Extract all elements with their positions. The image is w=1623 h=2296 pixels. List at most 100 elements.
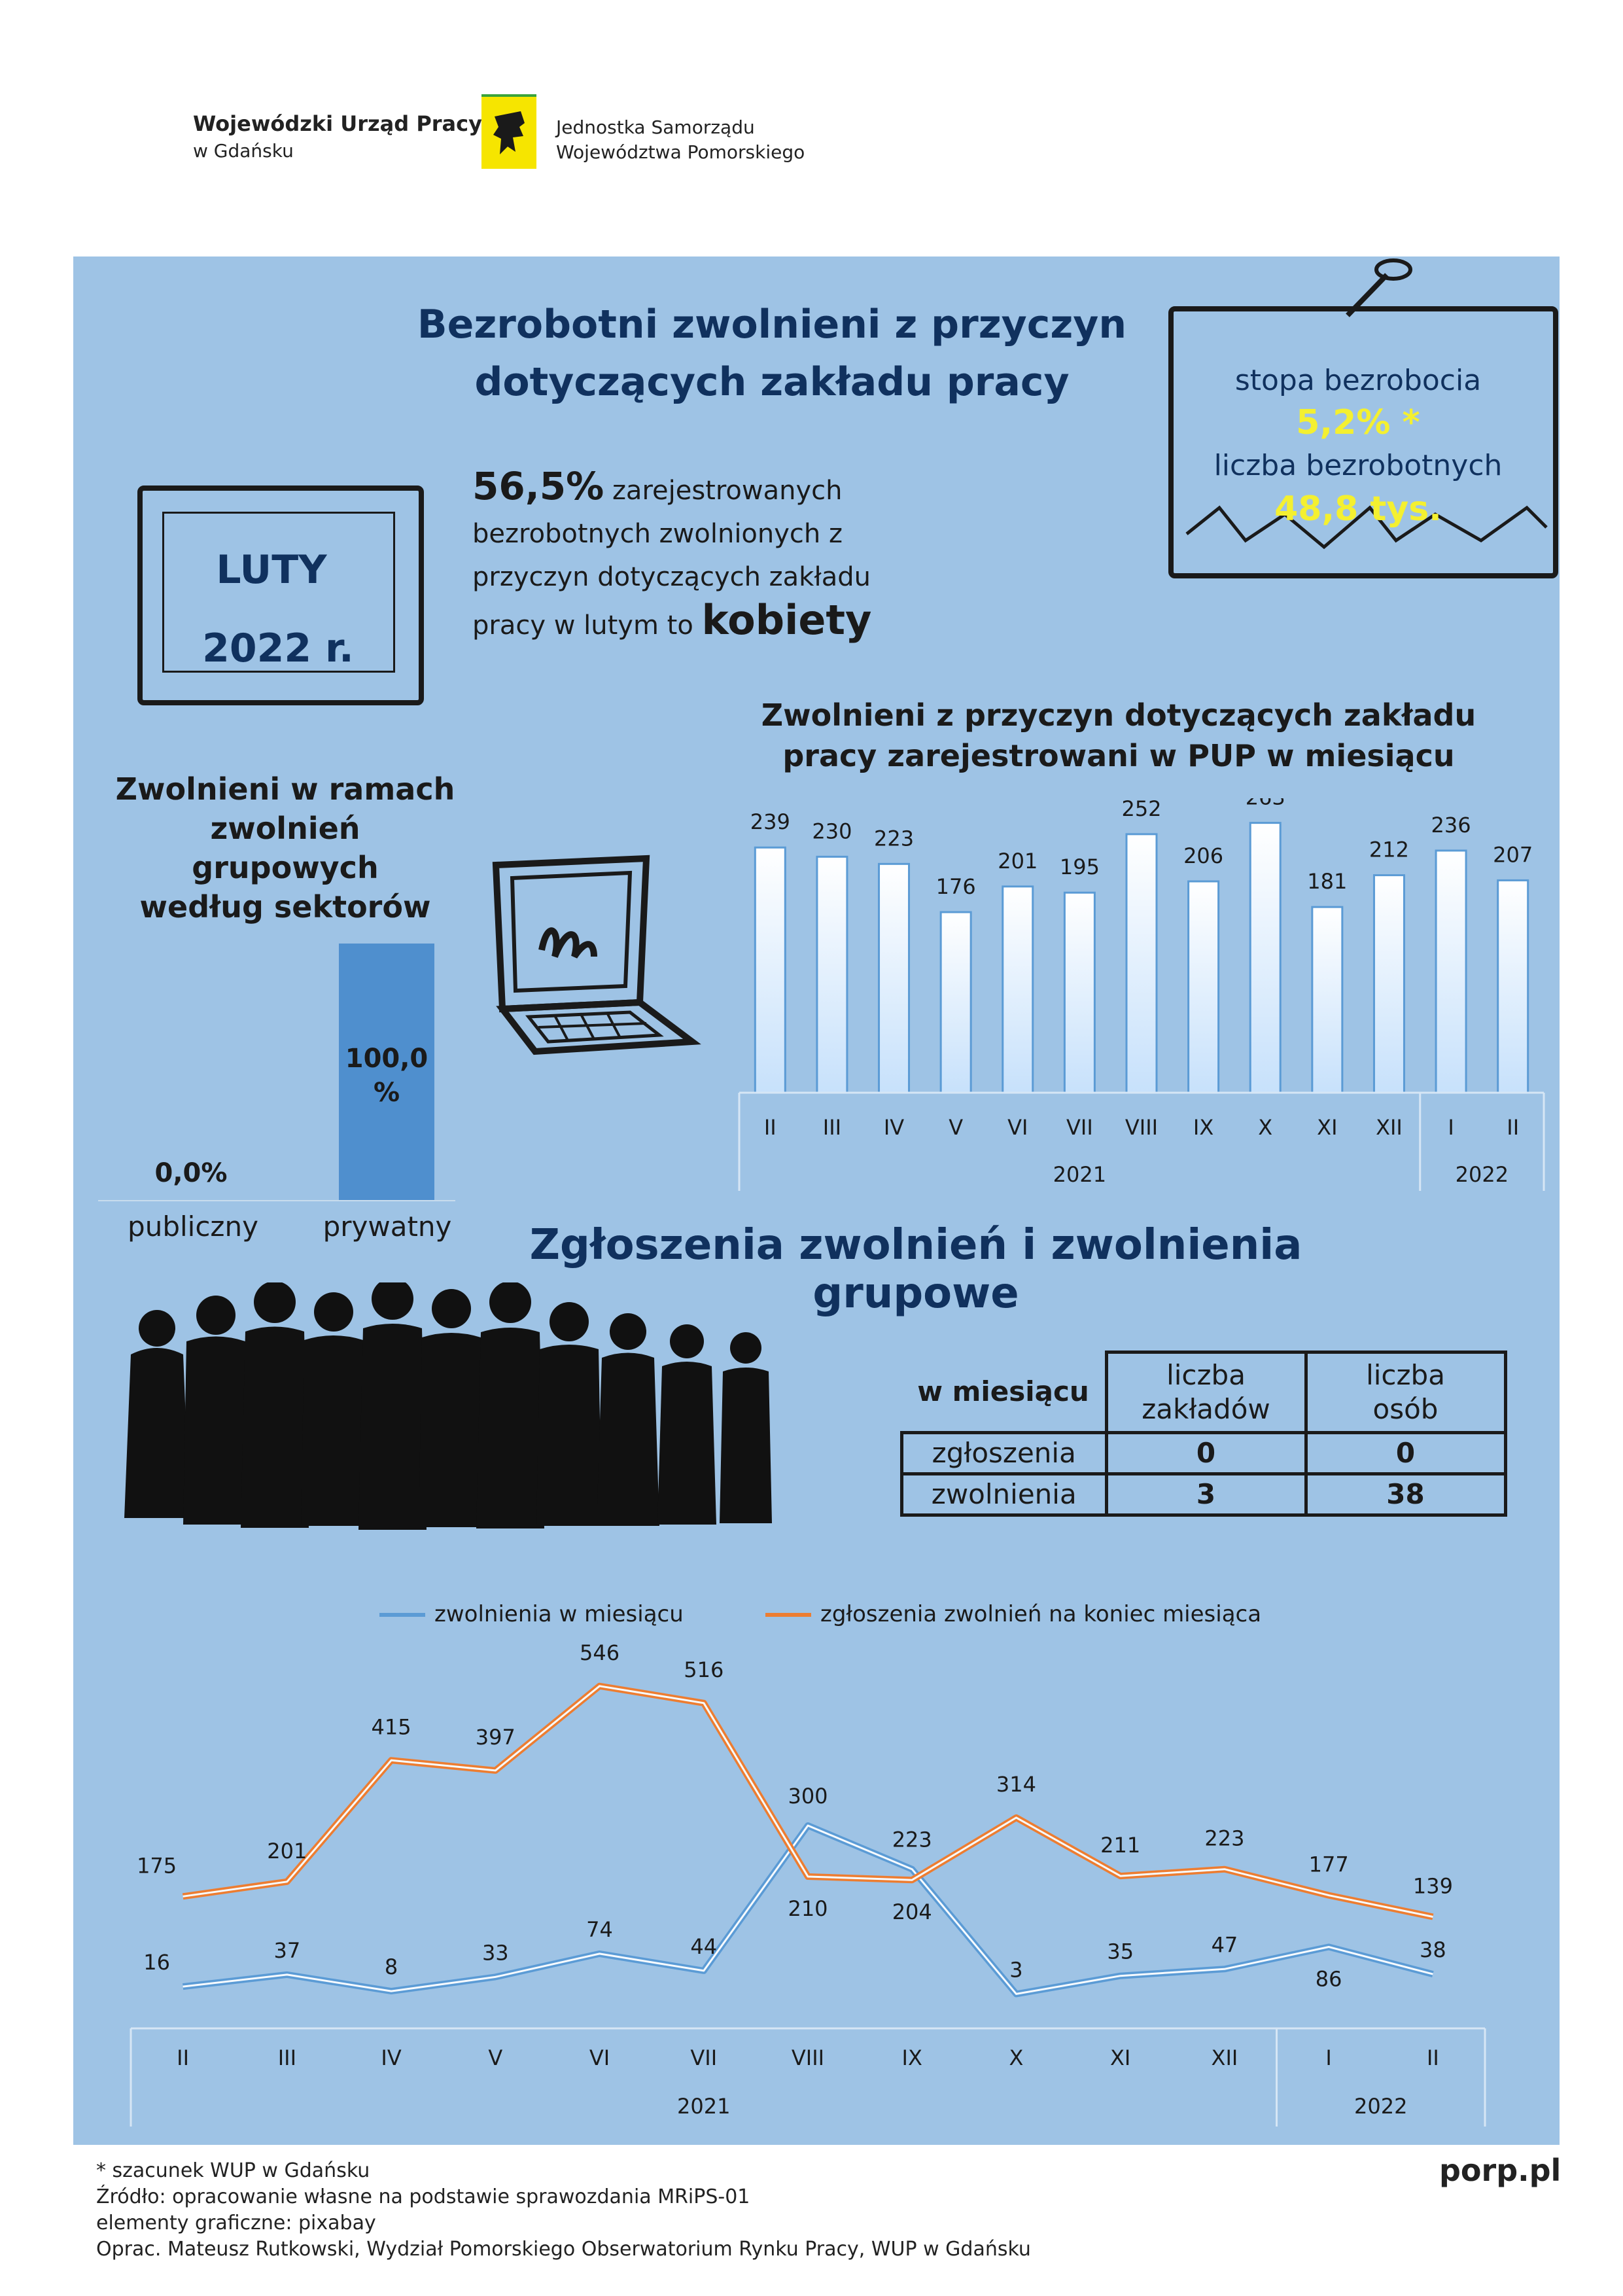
stat-highlight: kobiety: [701, 596, 872, 644]
line-point-value-label: 300: [788, 1784, 828, 1809]
section-title-group-layoffs: Zgłoszenia zwolnień i zwolnienia grupowe: [529, 1221, 1302, 1318]
table-corner: w miesiącu: [917, 1375, 1089, 1407]
legend-label: zwolnienia w miesiącu: [434, 1601, 684, 1627]
line-point-value-label: 397: [476, 1725, 515, 1750]
monthly-bar-chart: 239II230III223IV176V201VI195VII252VIII20…: [738, 798, 1545, 1191]
footnote-source: Źródło: opracowanie własne na podstawie …: [96, 2185, 750, 2208]
monthly-title-line2: pracy zarejestrowani w PUP w miesiącu: [782, 738, 1455, 773]
sector-title-line1: Zwolnieni w ramach: [115, 771, 455, 807]
monthly-bar: [1125, 833, 1158, 1094]
line-point-value-label: 37: [273, 1938, 300, 1963]
monthly-bar-value-label: 207: [1493, 842, 1533, 867]
monthly-bar: [816, 855, 848, 1094]
sector-title-line2: zwolnień grupowych: [192, 811, 379, 885]
monthly-bar-value-label: 263: [1246, 798, 1285, 810]
monthly-x-tick-label: III: [823, 1115, 841, 1140]
monthly-bar: [1187, 880, 1220, 1094]
sector-value-private: 100,0 %: [345, 1044, 428, 1108]
monthly-bar-value-label: 252: [1121, 798, 1161, 821]
site-link[interactable]: porp.pl: [1439, 2153, 1562, 2188]
line-point-value-label: 47: [1212, 1932, 1238, 1957]
legend-label: zgłoszenia zwolnień na koniec miesiąca: [820, 1601, 1261, 1627]
monthly-bar-value-label: 230: [812, 819, 852, 843]
line-point-value-label: 38: [1420, 1937, 1446, 1962]
monthly-bar: [1372, 874, 1405, 1094]
monthly-bar: [1063, 891, 1096, 1094]
org-location: w Gdańsku: [193, 140, 294, 162]
unemployed-count-value: 48,8 tys.: [1274, 489, 1442, 529]
table-cell: 3: [1104, 1472, 1308, 1517]
monthly-x-tick-label: IX: [1193, 1115, 1213, 1140]
line-point-value-label: 16: [143, 1950, 170, 1975]
col2-line1: liczba: [1366, 1359, 1445, 1391]
monthly-x-tick-label: IV: [884, 1115, 904, 1140]
monthly-x-tick-label: V: [949, 1115, 963, 1140]
col1-line1: liczba: [1166, 1359, 1246, 1391]
table-row: zwolnienia 3 38: [900, 1472, 1507, 1517]
monthly-x-tick-label: XII: [1376, 1115, 1403, 1140]
line-point-value-label: 201: [267, 1839, 307, 1863]
footnote-graphics: elementy graficzne: pixabay: [96, 2212, 376, 2234]
table-row-label: zwolnienia: [900, 1472, 1108, 1517]
footnote-estimate: * szacunek WUP w Gdańsku: [96, 2159, 370, 2182]
monthly-x-tick-label: VII: [1066, 1115, 1093, 1140]
sector-value-public: 0,0%: [154, 1158, 228, 1188]
line-point-value-label: 223: [1204, 1826, 1244, 1851]
monthly-bar-value-label: 176: [936, 874, 976, 899]
line-x-tick-label: VII: [690, 2045, 717, 2070]
monthly-bar-value-label: 212: [1369, 838, 1409, 862]
table-col-header: liczba osób: [1304, 1351, 1507, 1434]
monthly-bar: [754, 846, 786, 1094]
monthly-bar: [1311, 906, 1344, 1094]
line-x-tick-label: XI: [1110, 2045, 1130, 2070]
line-x-tick-label: II: [177, 2045, 189, 2070]
monthly-bar: [939, 911, 972, 1094]
monthly-bar-value-label: 195: [1060, 855, 1100, 879]
period-note-frame: [137, 486, 424, 705]
monthly-title-line1: Zwolnieni z przyczyn dotyczących zakładu: [761, 698, 1476, 733]
footnote-author: Oprac. Mateusz Rutkowski, Wydział Pomors…: [96, 2238, 1031, 2261]
sector-chart-title: Zwolnieni w ramach zwolnień grupowych we…: [115, 769, 455, 927]
year-group-label: 2021: [1053, 1162, 1106, 1187]
monthly-chart-title: Zwolnieni z przyczyn dotyczących zakładu…: [759, 695, 1478, 776]
stat-text-b: bezrobotnych zwolnionych z: [472, 519, 843, 549]
stat-text-d: pracy w lutym to: [472, 610, 693, 641]
period-month: LUTY: [216, 547, 327, 593]
line-x-tick-label: III: [278, 2045, 296, 2070]
monthly-x-tick-label: I: [1448, 1115, 1454, 1140]
monthly-bar-value-label: 206: [1183, 843, 1223, 868]
monthly-bar: [878, 862, 911, 1094]
line-point-value-label: 177: [1309, 1852, 1349, 1877]
year-group-label: 2022: [1354, 2094, 1407, 2119]
monthly-x-tick-label: II: [1507, 1115, 1519, 1140]
unit-region: Województwa Pomorskiego: [556, 141, 805, 163]
line-point-value-label: 44: [690, 1934, 717, 1959]
period-year: 2022 r.: [202, 626, 354, 671]
line-point-value-label: 86: [1316, 1966, 1342, 1991]
line-x-tick-label: I: [1325, 2045, 1331, 2070]
line-point-value-label: 175: [137, 1853, 177, 1878]
layoffs-line-chart: zwolnienia w miesiącu zgłoszenia zwolnień…: [130, 1601, 1486, 2127]
monthly-bar: [1435, 849, 1467, 1094]
monthly-bar-value-label: 181: [1307, 869, 1347, 894]
sector-label-private: prywatny: [323, 1210, 452, 1243]
monthly-x-tick-label: X: [1258, 1115, 1272, 1140]
table-row: zgłoszenia 0 0: [900, 1431, 1507, 1475]
group-layoffs-table: w miesiącu liczba zakładów liczba osób z…: [900, 1351, 1507, 1517]
monthly-bar: [1249, 822, 1282, 1094]
col2-line2: osób: [1372, 1393, 1439, 1425]
unemployment-rate-label: stopa bezrobocia: [1234, 364, 1482, 397]
table-cell: 38: [1304, 1472, 1507, 1517]
period-note-inner-frame: [162, 512, 395, 673]
org-name: Wojewódzki Urząd Pracy: [193, 111, 482, 136]
stat-text-c: przyczyn dotyczących zakładu: [472, 562, 871, 592]
table-row-label: zgłoszenia: [900, 1431, 1108, 1475]
year-group-label: 2021: [677, 2094, 730, 2119]
line-x-tick-label: VIII: [792, 2045, 824, 2070]
line-point-value-label: 74: [586, 1917, 613, 1942]
line-point-value-label: 314: [996, 1772, 1036, 1797]
line-point-value-label: 33: [482, 1940, 509, 1965]
page-title-line2: dotyczących zakładu pracy: [474, 359, 1070, 405]
line-point-value-label: 35: [1107, 1939, 1134, 1964]
stat-text-a: zarejestrowanych: [612, 476, 843, 506]
